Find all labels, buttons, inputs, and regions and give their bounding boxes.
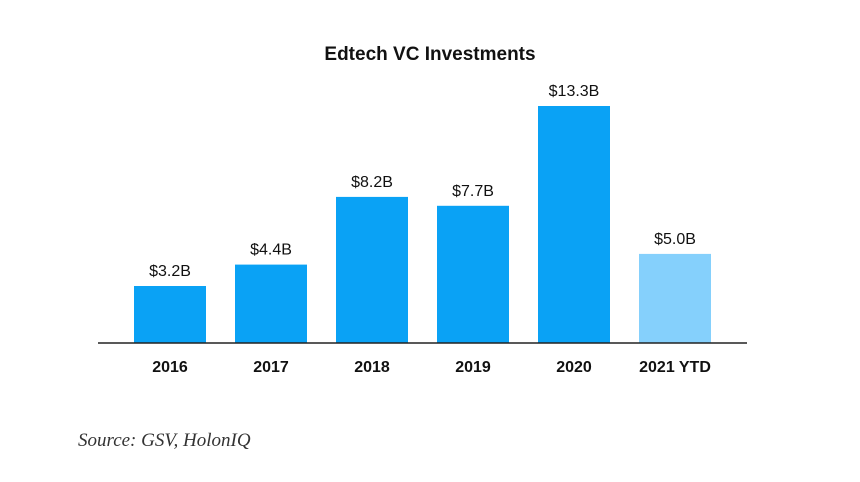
value-label: $4.4B — [250, 242, 292, 259]
category-label: 2019 — [455, 359, 491, 376]
category-label: 2018 — [354, 359, 390, 376]
bar-2020 — [538, 106, 610, 343]
category-label: 2021 YTD — [639, 359, 711, 376]
category-label: 2016 — [152, 359, 188, 376]
bar-2018 — [336, 196, 408, 343]
category-label: 2020 — [556, 359, 592, 376]
bar-2019 — [437, 205, 509, 343]
category-label: 2017 — [253, 359, 289, 376]
value-label: $5.0B — [654, 231, 696, 248]
value-label: $3.2B — [149, 263, 191, 280]
chart-title: Edtech VC Investments — [324, 44, 536, 65]
bar-2017 — [235, 264, 307, 343]
value-label: $7.7B — [452, 183, 494, 200]
bar-2021-ytd — [639, 253, 711, 343]
value-label: $13.3B — [549, 83, 600, 100]
value-label: $8.2B — [351, 174, 393, 191]
source-note: Source: GSV, HolonIQ — [78, 430, 251, 451]
bar-2016 — [134, 286, 206, 343]
